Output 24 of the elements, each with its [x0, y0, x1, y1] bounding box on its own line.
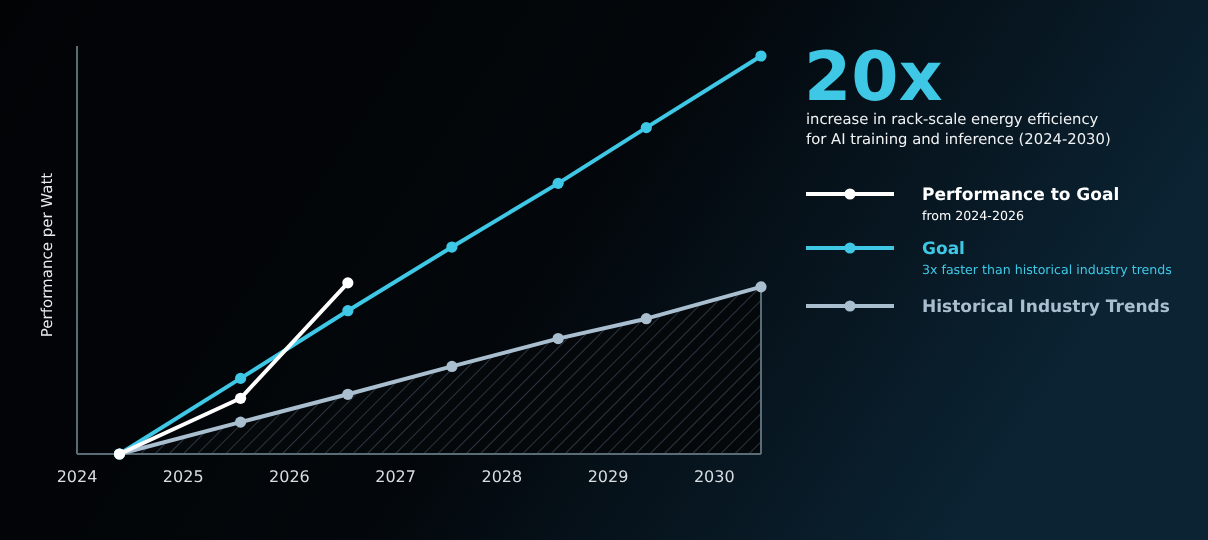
x-tick-label: 2026 [269, 468, 310, 486]
point [342, 388, 354, 400]
x-tick-label: 2025 [162, 468, 204, 486]
x-tick-label: 2029 [587, 468, 629, 486]
x-tick-label: 2027 [375, 468, 416, 486]
x-tick-label: 2024 [56, 468, 98, 486]
point [755, 281, 767, 293]
point [552, 177, 564, 189]
point [552, 332, 564, 345]
point [446, 241, 458, 253]
point [755, 50, 767, 62]
text: Goal [922, 240, 966, 260]
point [342, 305, 354, 317]
point [234, 372, 247, 384]
text: Historical Industry Trends [922, 298, 1170, 318]
point [342, 277, 354, 289]
text: Performance to Goal [922, 186, 1120, 206]
point [640, 313, 652, 325]
x-tick-label: 2030 [693, 468, 735, 486]
point [234, 416, 247, 428]
x-tick-label: 2028 [481, 468, 523, 486]
point [234, 392, 247, 404]
point [640, 122, 652, 134]
point [446, 360, 458, 373]
